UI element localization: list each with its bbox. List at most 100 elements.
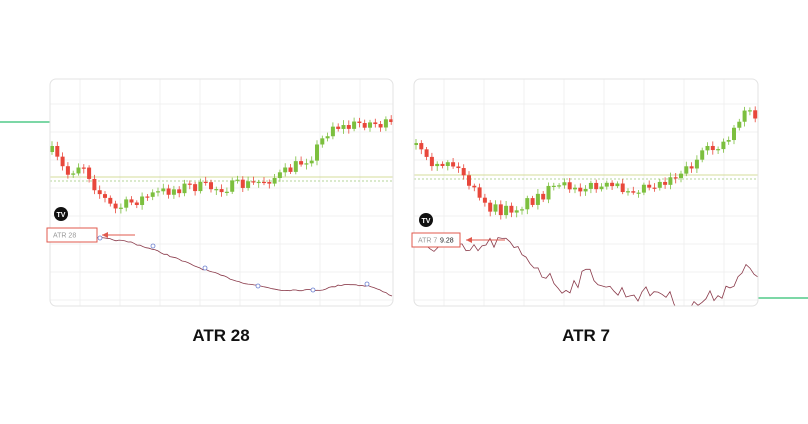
candle — [461, 168, 466, 176]
candle — [615, 183, 620, 187]
candle — [525, 198, 530, 210]
candle — [156, 191, 160, 193]
candle — [330, 126, 335, 137]
candle — [509, 205, 514, 213]
candle — [65, 166, 70, 175]
candle — [694, 159, 699, 169]
indicator-dot — [310, 287, 316, 293]
candle — [419, 143, 424, 150]
candle — [362, 123, 367, 128]
candle — [445, 162, 450, 166]
candle — [76, 167, 81, 174]
candle — [451, 162, 456, 167]
panel-border — [413, 78, 759, 307]
candle — [663, 181, 668, 185]
caption: ATR 7 — [562, 326, 610, 345]
indicator-line — [414, 237, 758, 306]
candle — [97, 190, 102, 195]
candle — [272, 178, 277, 184]
candle — [657, 181, 662, 188]
candle — [588, 182, 593, 189]
candle — [636, 192, 641, 194]
candle — [700, 150, 705, 160]
candle — [679, 173, 683, 179]
indicator-dot — [150, 243, 156, 249]
candle — [732, 127, 736, 141]
candle — [246, 181, 251, 188]
candle — [710, 145, 715, 151]
candle — [108, 197, 113, 204]
candle — [145, 196, 150, 198]
candle — [747, 110, 752, 112]
candle — [293, 161, 298, 172]
candle — [129, 199, 134, 203]
candle — [551, 185, 556, 187]
candle — [368, 122, 372, 128]
candle — [599, 186, 604, 190]
candle — [320, 138, 325, 145]
candle — [87, 167, 92, 179]
candle — [203, 181, 208, 184]
candle — [620, 183, 625, 193]
candle — [684, 166, 689, 174]
caption: ATR 28 — [192, 326, 249, 345]
candle — [373, 122, 378, 125]
candle — [336, 126, 341, 129]
candle — [161, 188, 166, 192]
candle — [716, 149, 721, 151]
arrow-head — [102, 232, 108, 238]
indicator-dot — [97, 235, 103, 241]
candle — [378, 124, 383, 128]
candle — [304, 163, 309, 165]
candle — [171, 189, 176, 195]
candle — [573, 187, 577, 190]
candle — [557, 185, 562, 187]
candle — [482, 197, 487, 203]
candle — [546, 185, 551, 200]
chart-panel — [414, 79, 758, 306]
candle — [530, 198, 535, 205]
candle — [383, 119, 388, 128]
candle — [113, 203, 118, 209]
candle — [514, 210, 519, 213]
candle — [240, 179, 245, 188]
candle — [103, 194, 107, 198]
candle — [124, 199, 129, 208]
candle — [341, 125, 346, 129]
indicator-dot — [364, 281, 370, 287]
candle — [578, 187, 583, 192]
panel-border — [49, 78, 394, 307]
candle — [60, 156, 65, 167]
candle — [230, 180, 235, 192]
candle — [477, 187, 482, 198]
indicator-box — [411, 232, 461, 248]
candle — [389, 119, 393, 123]
candle — [256, 181, 261, 184]
candle — [535, 193, 540, 205]
candle — [737, 121, 742, 128]
candle — [325, 136, 330, 139]
indicator-box — [46, 227, 98, 243]
candle — [652, 187, 657, 189]
candle — [262, 181, 266, 184]
candle — [456, 166, 461, 169]
candle — [224, 191, 229, 193]
candle — [467, 175, 471, 186]
candle — [689, 166, 694, 169]
logo — [419, 213, 433, 227]
indicator-label: ATR 28 — [53, 232, 76, 239]
candle — [721, 141, 726, 150]
candle — [429, 156, 434, 167]
candle — [424, 149, 429, 157]
candle — [166, 188, 171, 195]
candle — [520, 209, 524, 211]
candle — [134, 202, 139, 205]
indicator-value: 9.28 — [440, 237, 454, 244]
candle — [193, 184, 198, 192]
candle — [50, 146, 54, 152]
candle — [55, 146, 60, 157]
candle — [742, 110, 747, 122]
candle — [472, 185, 477, 188]
candle — [493, 204, 498, 212]
candle — [604, 182, 609, 187]
